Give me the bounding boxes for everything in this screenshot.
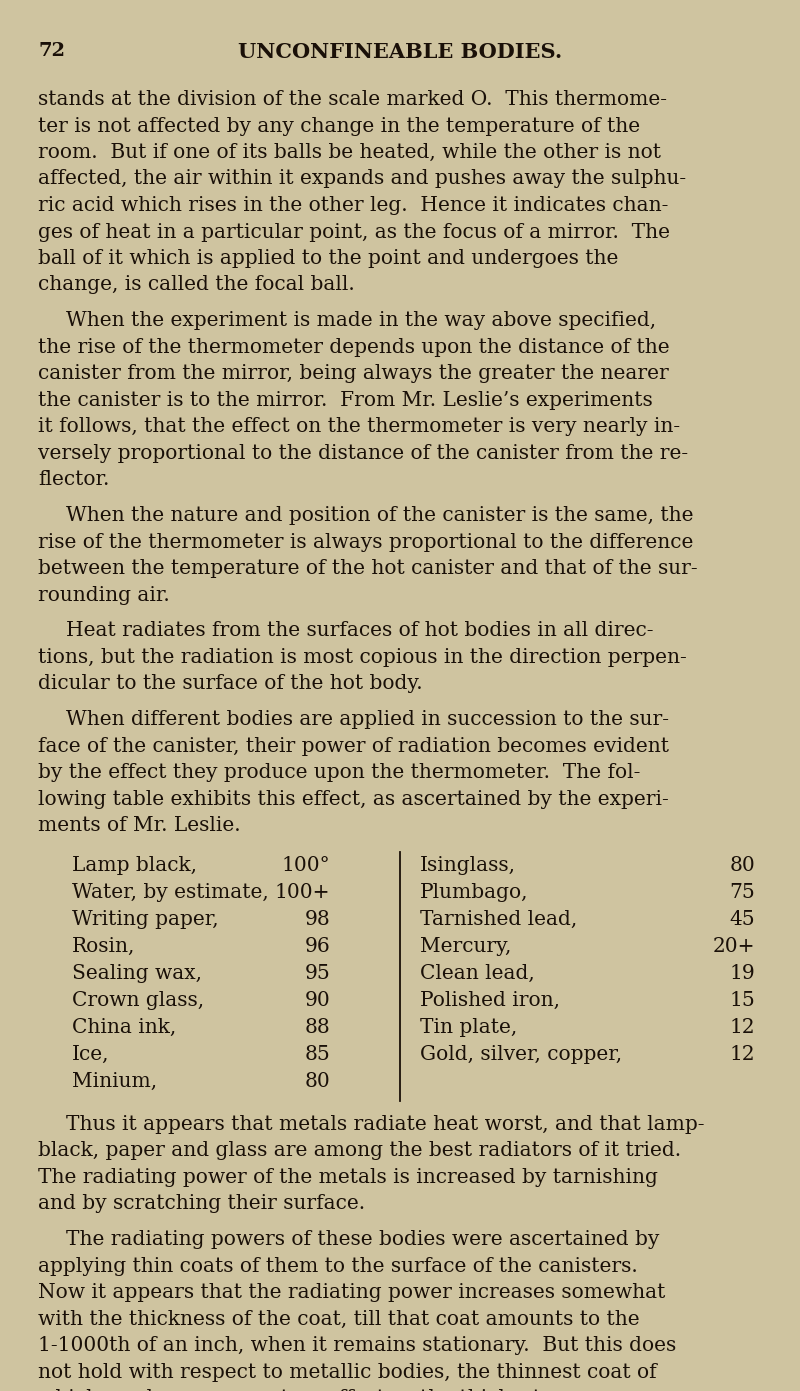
Text: 95: 95	[304, 964, 330, 983]
Text: 80: 80	[730, 855, 755, 875]
Text: and by scratching their surface.: and by scratching their surface.	[38, 1195, 365, 1213]
Text: When the nature and position of the canister is the same, the: When the nature and position of the cani…	[66, 506, 694, 524]
Text: ter is not affected by any change in the temperature of the: ter is not affected by any change in the…	[38, 117, 640, 135]
Text: UNCONFINEABLE BODIES.: UNCONFINEABLE BODIES.	[238, 42, 562, 63]
Text: ments of Mr. Leslie.: ments of Mr. Leslie.	[38, 817, 241, 835]
Text: the rise of the thermometer depends upon the distance of the: the rise of the thermometer depends upon…	[38, 338, 670, 356]
Text: 15: 15	[730, 990, 755, 1010]
Text: Tin plate,: Tin plate,	[420, 1018, 518, 1036]
Text: Gold, silver, copper,: Gold, silver, copper,	[420, 1045, 622, 1064]
Text: with the thickness of the coat, till that coat amounts to the: with the thickness of the coat, till tha…	[38, 1309, 640, 1328]
Text: not hold with respect to metallic bodies, the thinnest coat of: not hold with respect to metallic bodies…	[38, 1363, 657, 1381]
Text: the canister is to the mirror.  From Mr. Leslie’s experiments: the canister is to the mirror. From Mr. …	[38, 391, 653, 410]
Text: affected, the air within it expands and pushes away the sulphu-: affected, the air within it expands and …	[38, 170, 686, 189]
Text: Minium,: Minium,	[72, 1072, 157, 1091]
Text: 1-1000th of an inch, when it remains stationary.  But this does: 1-1000th of an inch, when it remains sta…	[38, 1335, 676, 1355]
Text: ges of heat in a particular point, as the focus of a mirror.  The: ges of heat in a particular point, as th…	[38, 223, 670, 242]
Text: 98: 98	[304, 910, 330, 929]
Text: face of the canister, their power of radiation becomes evident: face of the canister, their power of rad…	[38, 737, 669, 755]
Text: 96: 96	[304, 938, 330, 956]
Text: Water, by estimate,: Water, by estimate,	[72, 883, 269, 901]
Text: When different bodies are applied in succession to the sur-: When different bodies are applied in suc…	[66, 709, 669, 729]
Text: room.  But if one of its balls be heated, while the other is not: room. But if one of its balls be heated,…	[38, 143, 661, 161]
Text: Isinglass,: Isinglass,	[420, 855, 516, 875]
Text: Clean lead,: Clean lead,	[420, 964, 534, 983]
Text: 12: 12	[730, 1045, 755, 1064]
Text: 45: 45	[730, 910, 755, 929]
Text: Sealing wax,: Sealing wax,	[72, 964, 202, 983]
Text: ball of it which is applied to the point and undergoes the: ball of it which is applied to the point…	[38, 249, 618, 268]
Text: 100°: 100°	[282, 855, 330, 875]
Text: 80: 80	[304, 1072, 330, 1091]
Text: which produces as great an effect as the thickest.: which produces as great an effect as the…	[38, 1390, 547, 1391]
Text: Plumbago,: Plumbago,	[420, 883, 529, 901]
Text: Mercury,: Mercury,	[420, 938, 511, 956]
Text: ric acid which rises in the other leg.  Hence it indicates chan-: ric acid which rises in the other leg. H…	[38, 196, 668, 216]
Text: by the effect they produce upon the thermometer.  The fol-: by the effect they produce upon the ther…	[38, 764, 640, 782]
Text: Crown glass,: Crown glass,	[72, 990, 204, 1010]
Text: The radiating powers of these bodies were ascertained by: The radiating powers of these bodies wer…	[66, 1230, 659, 1249]
Text: Tarnished lead,: Tarnished lead,	[420, 910, 578, 929]
Text: Writing paper,: Writing paper,	[72, 910, 218, 929]
Text: stands at the division of the scale marked O.  This thermome-: stands at the division of the scale mark…	[38, 90, 667, 108]
Text: 19: 19	[730, 964, 755, 983]
Text: Lamp black,: Lamp black,	[72, 855, 197, 875]
Text: Polished iron,: Polished iron,	[420, 990, 560, 1010]
Text: rounding air.: rounding air.	[38, 586, 170, 605]
Text: 12: 12	[730, 1018, 755, 1036]
Text: 100+: 100+	[274, 883, 330, 901]
Text: tions, but the radiation is most copious in the direction perpen-: tions, but the radiation is most copious…	[38, 648, 686, 666]
Text: 85: 85	[304, 1045, 330, 1064]
Text: dicular to the surface of the hot body.: dicular to the surface of the hot body.	[38, 675, 422, 693]
Text: Heat radiates from the surfaces of hot bodies in all direc-: Heat radiates from the surfaces of hot b…	[66, 622, 654, 640]
Text: When the experiment is made in the way above specified,: When the experiment is made in the way a…	[66, 312, 656, 330]
Text: The radiating power of the metals is increased by tarnishing: The radiating power of the metals is inc…	[38, 1168, 658, 1187]
Text: Ice,: Ice,	[72, 1045, 110, 1064]
Text: Now it appears that the radiating power increases somewhat: Now it appears that the radiating power …	[38, 1283, 666, 1302]
Text: canister from the mirror, being always the greater the nearer: canister from the mirror, being always t…	[38, 364, 669, 384]
Text: versely proportional to the distance of the canister from the re-: versely proportional to the distance of …	[38, 444, 688, 463]
Text: 90: 90	[304, 990, 330, 1010]
Text: 88: 88	[304, 1018, 330, 1036]
Text: it follows, that the effect on the thermometer is very nearly in-: it follows, that the effect on the therm…	[38, 417, 680, 437]
Text: black, paper and glass are among the best radiators of it tried.: black, paper and glass are among the bes…	[38, 1141, 681, 1160]
Text: China ink,: China ink,	[72, 1018, 176, 1036]
Text: rise of the thermometer is always proportional to the difference: rise of the thermometer is always propor…	[38, 533, 694, 552]
Text: change, is called the focal ball.: change, is called the focal ball.	[38, 275, 354, 295]
Text: between the temperature of the hot canister and that of the sur-: between the temperature of the hot canis…	[38, 559, 698, 579]
Text: 75: 75	[730, 883, 755, 901]
Text: 20+: 20+	[713, 938, 755, 956]
Text: flector.: flector.	[38, 470, 110, 490]
Text: lowing table exhibits this effect, as ascertained by the experi-: lowing table exhibits this effect, as as…	[38, 790, 669, 808]
Text: Thus it appears that metals radiate heat worst, and that lamp-: Thus it appears that metals radiate heat…	[66, 1114, 705, 1134]
Text: applying thin coats of them to the surface of the canisters.: applying thin coats of them to the surfa…	[38, 1256, 638, 1276]
Text: Rosin,: Rosin,	[72, 938, 135, 956]
Text: 72: 72	[38, 42, 65, 60]
